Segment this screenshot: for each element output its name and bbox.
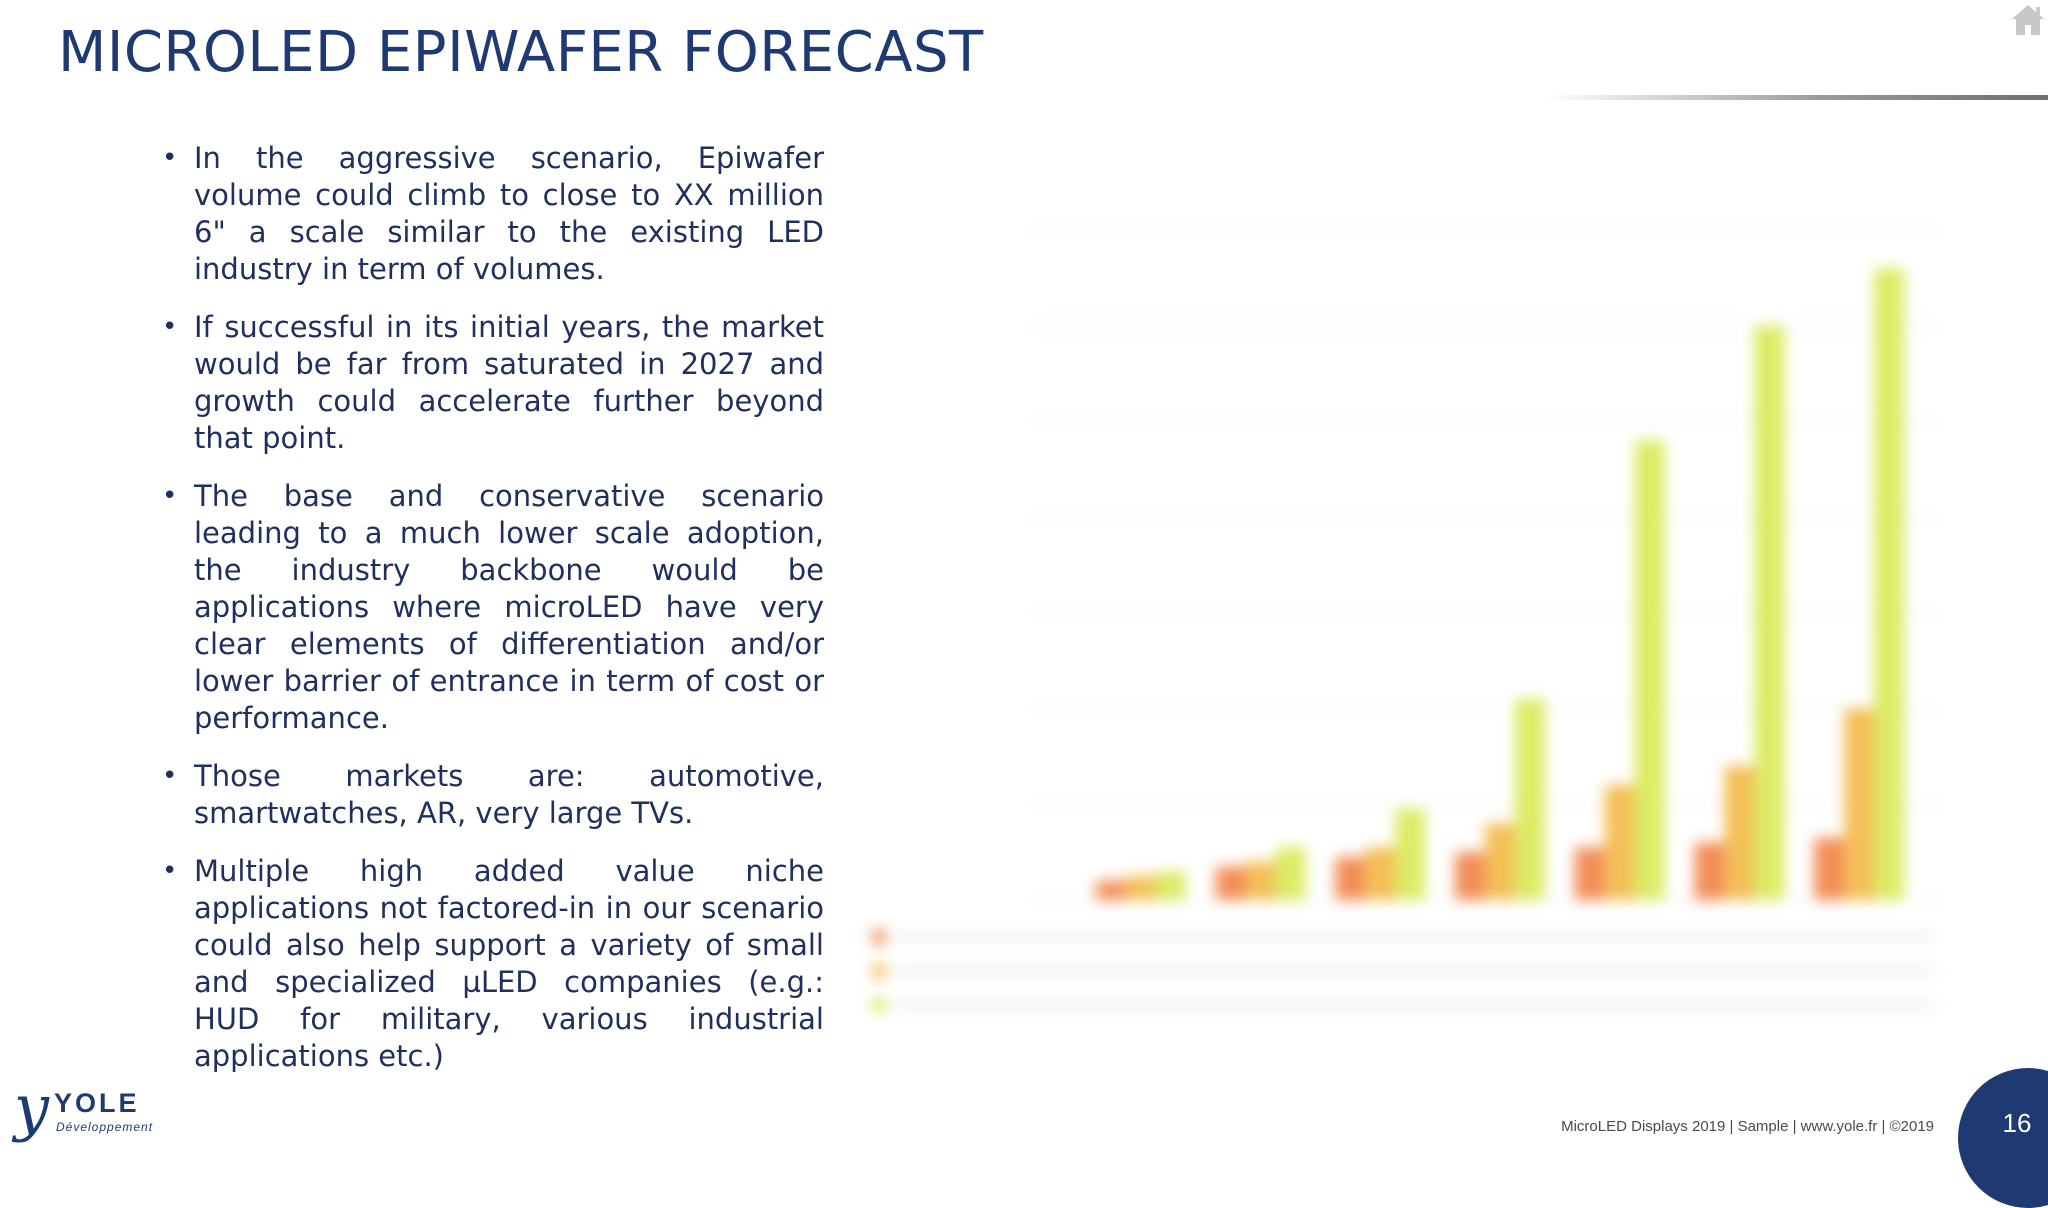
chart-bar (1874, 268, 1905, 900)
chart-bar (1335, 856, 1366, 900)
slide-title: MICROLED EPIWAFER FORECAST (58, 20, 984, 85)
chart-svg (872, 229, 1940, 1012)
chart-bar (1215, 866, 1246, 900)
table-row (894, 934, 1934, 940)
chart-bar (1754, 325, 1785, 900)
chart-bar (1455, 852, 1485, 900)
chart-bar (1275, 847, 1306, 900)
chart-bar (1095, 880, 1126, 900)
bullet-item: Those markets are: automotive, smartwatc… (160, 758, 824, 832)
bullet-item: In the aggressive scenario, Epiwafer vol… (160, 140, 824, 288)
chart-bar (1485, 823, 1515, 900)
chart-bar (1155, 871, 1186, 900)
legend-swatch (872, 930, 886, 944)
legend-swatch (872, 964, 886, 978)
chart-bar (1724, 766, 1755, 900)
logo-mark: y (14, 1071, 50, 1144)
chart-bar (1125, 876, 1156, 900)
title-underline (1545, 95, 2048, 100)
page-number: 16 (2002, 1108, 2032, 1138)
home-icon[interactable] (2010, 3, 2046, 37)
chart-bar (1814, 837, 1845, 900)
bullet-item: The base and conservative scenario leadi… (160, 478, 824, 737)
chart-bar (1395, 809, 1426, 900)
legend-swatch (872, 998, 886, 1012)
chart-bar (1694, 842, 1725, 900)
chart-bar (1634, 440, 1665, 900)
chart-bar (1245, 861, 1276, 900)
logo-subtitle: Développement (56, 1120, 154, 1134)
logo-name: YOLE (54, 1088, 140, 1118)
bullet-item: If successful in its initial years, the … (160, 309, 824, 457)
chart-bar (1574, 847, 1605, 900)
chart-bar (1365, 847, 1396, 900)
bullet-item: Multiple high added value niche applicat… (160, 853, 824, 1075)
chart-bar (1604, 785, 1635, 900)
table-row (894, 968, 1934, 974)
footer-text: MicroLED Displays 2019 | Sample | www.yo… (1561, 1118, 1934, 1135)
company-logo: y YOLE Développement (14, 1072, 154, 1142)
chart-bar (1844, 708, 1875, 900)
table-row (894, 1002, 1934, 1008)
blurred-forecast-chart (860, 160, 1960, 1040)
chart-bar (1514, 699, 1545, 900)
bullet-list: In the aggressive scenario, Epiwafer vol… (160, 140, 824, 1096)
